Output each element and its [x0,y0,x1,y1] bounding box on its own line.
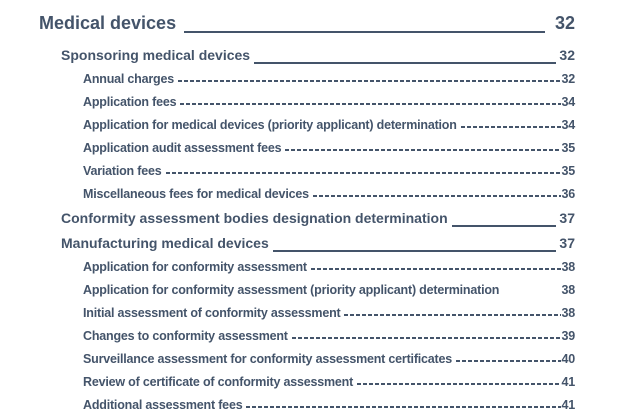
toc-leader [246,394,562,416]
toc-page-number: 34 [561,118,575,132]
toc-page-number: 36 [561,187,575,201]
toc-entry-label: Miscellaneous fees for medical devices [83,187,309,201]
toc-entry[interactable]: Surveillance assessment for conformity a… [0,348,575,371]
toc-page-number: 35 [561,164,575,178]
toc-page-number: 37 [559,235,575,251]
toc-leader [291,325,562,348]
toc-entry-label: Medical devices [39,13,177,33]
toc-leader [312,183,562,206]
toc-leader [344,302,562,325]
toc-entry-label: Manufacturing medical devices [61,235,269,251]
toc-entry[interactable]: Changes to conformity assessment 39 [0,325,575,348]
toc-entry[interactable]: Application for medical devices (priorit… [0,114,575,137]
toc-entry[interactable]: Application fees 34 [0,91,575,114]
toc-page-number: 32 [561,72,575,86]
toc-page-number: 38 [561,283,575,297]
toc-entry-label: Additional assessment fees [83,398,243,412]
toc-entry-label: Application for conformity assessment (p… [83,283,500,297]
toc-page-number: 32 [554,13,575,33]
toc-entry-label: Annual charges [83,72,174,86]
toc-entry-label: Review of certificate of conformity asse… [83,375,354,389]
toc-entry-label: Surveillance assessment for conformity a… [83,352,453,366]
toc-page-number: 38 [561,260,575,274]
toc-entry-label: Application for conformity assessment [83,260,307,274]
toc-leader [285,137,562,160]
toc-entry[interactable]: Additional assessment fees 41 [0,394,575,416]
toc-entry-label: Application for medical devices (priorit… [83,118,457,132]
toc-page-number: 41 [561,375,575,389]
toc-entry[interactable]: Sponsoring medical devices 32 [0,43,575,68]
toc-leader [180,91,562,114]
toc-entry[interactable]: Annual charges 32 [0,68,575,91]
toc-entry[interactable]: Initial assessment of conformity assessm… [0,302,575,325]
toc-list: Medical devices 32 Sponsoring medical devi… [0,8,575,416]
toc-entry[interactable]: Review of certificate of conformity asse… [0,371,575,394]
toc-leader [310,256,562,279]
toc-page-number: 38 [561,306,575,320]
toc-entry[interactable]: Medical devices 32 [0,8,575,38]
toc-leader [451,206,557,231]
toc-entry[interactable]: Application for conformity assessment (p… [0,279,575,302]
toc-leader [460,114,562,137]
toc-entry-label: Initial assessment of conformity assessm… [83,306,341,320]
toc-leader [503,279,561,302]
toc-page-number: 32 [559,47,575,63]
toc-page-number: 37 [559,210,575,226]
toc-page-number: 41 [561,398,575,412]
toc-entry-label: Variation fees [83,164,162,178]
toc-page-number: 35 [561,141,575,155]
toc-leader [357,371,562,394]
toc-page-number: 34 [561,95,575,109]
toc-entry[interactable]: Application for conformity assessment 38 [0,256,575,279]
toc-leader [165,160,562,183]
toc-entry-label: Application fees [83,95,177,109]
toc-entry[interactable]: Conformity assessment bodies designation… [0,206,575,231]
toc-page-number: 40 [561,352,575,366]
toc-entry[interactable]: Application audit assessment fees 35 [0,137,575,160]
toc-entry-label: Conformity assessment bodies designation… [61,210,448,226]
toc-entry-label: Changes to conformity assessment [83,329,288,343]
toc-leader [177,68,562,91]
toc-entry[interactable]: Variation fees 35 [0,160,575,183]
toc-leader [184,8,545,38]
toc-entry-label: Application audit assessment fees [83,141,282,155]
toc-page-number: 39 [561,329,575,343]
toc-entry[interactable]: Manufacturing medical devices 37 [0,231,575,256]
toc-leader [254,43,557,68]
toc-leader [456,348,562,371]
toc-entry-label: Sponsoring medical devices [61,47,251,63]
toc-leader [272,231,557,256]
toc-entry[interactable]: Miscellaneous fees for medical devices 36 [0,183,575,206]
